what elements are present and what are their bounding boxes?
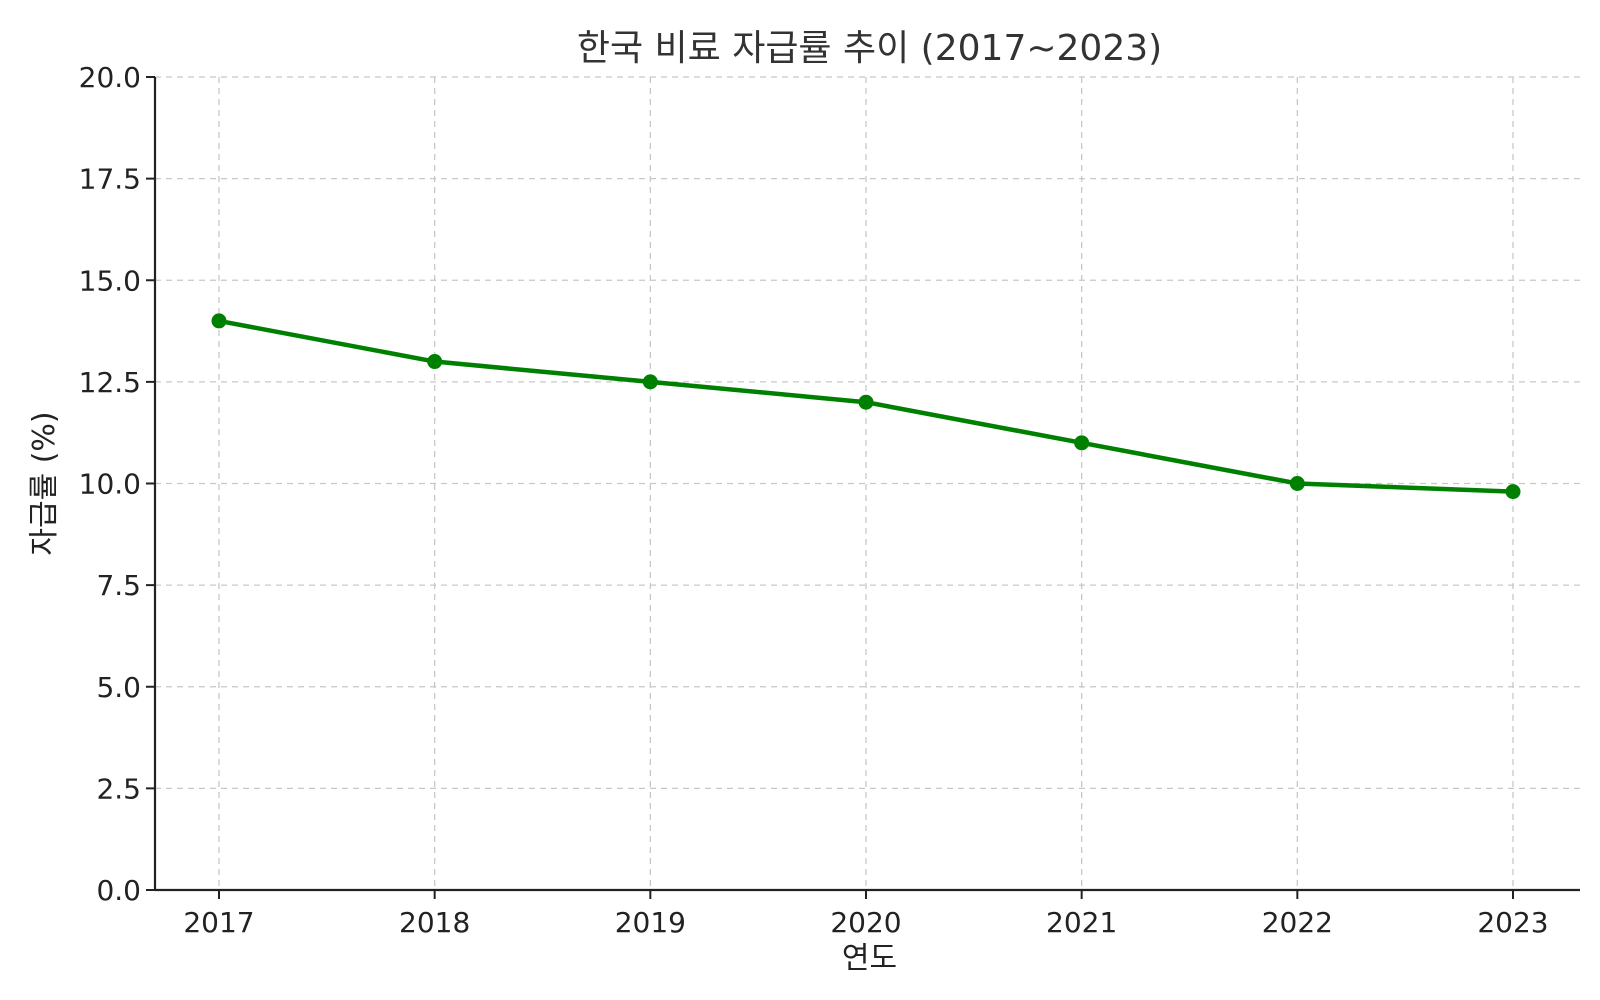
y-tick-label: 15.0 [79,264,141,297]
x-tick-label: 2019 [615,906,686,939]
y-axis-label: 자급률 (%) [27,411,62,555]
y-tick-label: 17.5 [79,163,141,196]
y-tick-label: 2.5 [96,772,141,805]
x-tick-label: 2023 [1477,906,1548,939]
series [211,313,1521,500]
y-tick-label: 10.0 [79,468,141,501]
x-tick-label: 2022 [1262,906,1333,939]
data-point [642,374,658,390]
data-point [211,313,227,329]
x-axis-label: 연도 [842,941,897,976]
x-tick-label: 2021 [1046,906,1117,939]
y-tick-label: 12.5 [79,366,141,399]
y-ticks: 0.0 2.5 5.0 7.5 10.0 12.5 15.0 17.5 20.0 [79,61,155,907]
y-tick-label: 0.0 [96,874,141,907]
x-tick-label: 2018 [399,906,470,939]
chart-title: 한국 비료 자급률 추이 (2017~2023) [577,28,1162,69]
data-point [1289,476,1305,491]
x-tick-label: 2020 [830,906,901,939]
data-point [1505,484,1521,500]
data-point [427,354,443,370]
x-ticks: 2017 2018 2019 2020 2021 2022 2023 [183,890,1549,939]
y-tick-label: 5.0 [96,671,141,704]
data-point [858,394,874,410]
grid [155,76,1580,890]
data-point [1074,435,1090,451]
y-tick-label: 7.5 [96,569,141,602]
y-tick-label: 20.0 [79,61,141,94]
x-tick-label: 2017 [183,906,254,939]
